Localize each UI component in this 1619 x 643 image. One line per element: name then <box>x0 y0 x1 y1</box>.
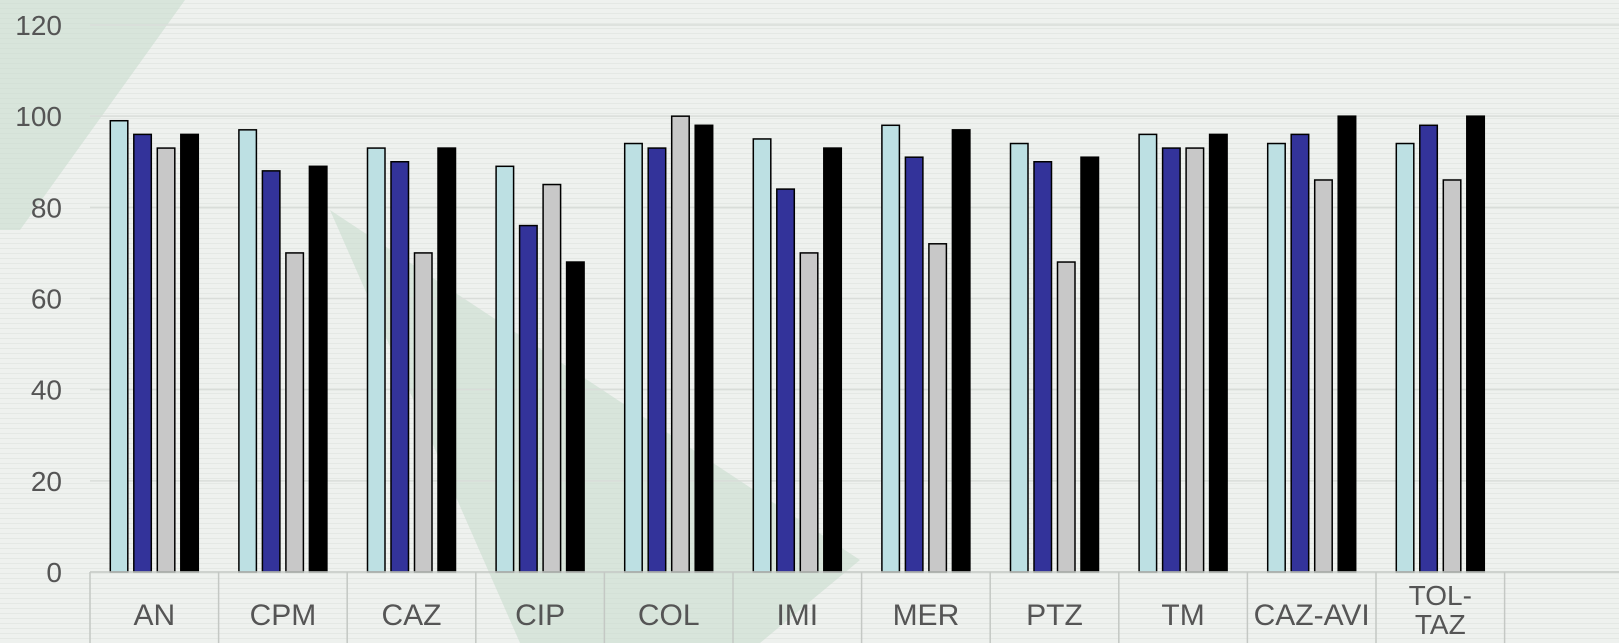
y-tick-label-100: 100 <box>15 101 62 132</box>
bar-caz-series-1 <box>366 147 386 573</box>
bar-an-series-4 <box>180 133 200 573</box>
bar-caz-avi-series-3 <box>1313 179 1333 573</box>
bar-ptz-series-2 <box>1033 161 1053 573</box>
background-watermark <box>0 0 860 643</box>
axes <box>89 571 1619 643</box>
bar-mer-series-2 <box>904 156 924 573</box>
bar-tm-series-4 <box>1208 133 1228 573</box>
bar-caz-series-4 <box>437 147 457 573</box>
bar-col-series-1 <box>623 142 643 573</box>
bar-cip-series-3 <box>542 183 562 573</box>
bar-caz-series-3 <box>413 252 433 573</box>
bar-tol-taz-series-3 <box>1442 179 1462 573</box>
bar-an-series-2 <box>133 133 153 573</box>
bar-ptz-series-3 <box>1056 261 1076 573</box>
y-tick-label-60: 60 <box>31 284 62 315</box>
bar-caz-series-2 <box>390 161 410 573</box>
bar-col-series-3 <box>670 115 690 573</box>
bar-tm-series-3 <box>1185 147 1205 573</box>
bar-cpm-series-1 <box>238 129 258 573</box>
y-tick-label-40: 40 <box>31 375 62 406</box>
bar-caz-avi-series-1 <box>1266 142 1286 573</box>
bar-tol-taz-series-4 <box>1466 115 1486 573</box>
bar-ptz-series-4 <box>1080 156 1100 573</box>
bar-ptz-series-1 <box>1009 142 1029 573</box>
bar-tm-series-2 <box>1161 147 1181 573</box>
bar-col-series-2 <box>647 147 667 573</box>
x-tick-label-tol-taz: TOL-TAZ <box>1409 580 1472 640</box>
bar-imi-series-1 <box>752 138 772 573</box>
x-tick-label-caz: CAZ <box>382 599 442 632</box>
bar-imi-series-4 <box>823 147 843 573</box>
bar-col-series-4 <box>694 124 714 573</box>
y-tick-label-20: 20 <box>31 466 62 497</box>
x-tick-label-caz-avi: CAZ-AVI <box>1254 599 1370 632</box>
bar-caz-avi-series-4 <box>1337 115 1357 573</box>
bar-mer-series-4 <box>951 129 971 573</box>
bar-imi-series-3 <box>799 252 819 573</box>
x-tick-label-col: COL <box>638 599 700 632</box>
y-tick-label-80: 80 <box>31 192 62 223</box>
bar-cip-series-4 <box>565 261 585 573</box>
bar-cip-series-1 <box>495 165 515 573</box>
bar-mer-series-3 <box>928 243 948 573</box>
tick-labels: 0 20 40 60 80 100 120 AN CPM CAZ CIP COL IMI MER PTZ TM… <box>15 10 1472 640</box>
bar-mer-series-1 <box>881 124 901 573</box>
bar-an-series-3 <box>156 147 176 573</box>
x-tick-label-mer: MER <box>893 599 960 632</box>
bars <box>109 115 1486 573</box>
bar-caz-avi-series-2 <box>1290 133 1310 573</box>
y-tick-label-120: 120 <box>15 10 62 41</box>
bar-cpm-series-4 <box>308 165 328 573</box>
bar-tol-taz-series-1 <box>1395 142 1415 573</box>
x-tick-label-tm: TM <box>1161 599 1204 632</box>
bar-cpm-series-2 <box>261 170 281 573</box>
x-tick-label-ptz: PTZ <box>1026 599 1083 632</box>
bar-an-series-1 <box>109 119 129 573</box>
bar-cpm-series-3 <box>285 252 305 573</box>
y-tick-label-0: 0 <box>46 557 62 588</box>
bar-cip-series-2 <box>518 224 538 573</box>
bar-imi-series-2 <box>776 188 796 573</box>
bar-tol-taz-series-2 <box>1419 124 1439 573</box>
bar-tm-series-1 <box>1138 133 1158 573</box>
x-tick-label-cpm: CPM <box>250 599 317 632</box>
x-tick-label-an: AN <box>133 599 175 632</box>
gridlines <box>90 24 1619 482</box>
x-tick-label-imi: IMI <box>776 599 818 632</box>
x-tick-label-cip: CIP <box>515 599 565 632</box>
